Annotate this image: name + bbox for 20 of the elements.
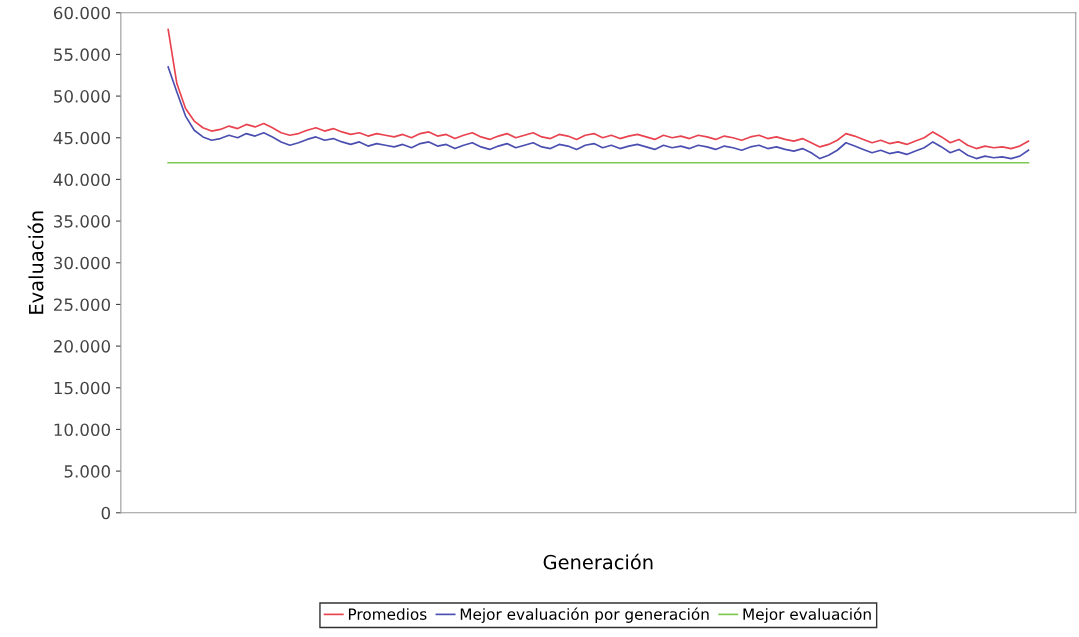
line-series (167, 28, 1030, 150)
legend-label: Promedios (348, 608, 427, 620)
y-tick-label: 15.000 (54, 381, 111, 395)
legend-label: Mejor evaluación por generación (460, 607, 709, 623)
y-tick-label: 30.000 (54, 256, 111, 270)
y-axis-title: Evaluación (27, 211, 44, 314)
line-series (167, 66, 1030, 160)
y-tick-label: 40.000 (53, 173, 111, 186)
legend-label: Mejor evaluación (743, 607, 871, 623)
y-tick-label: 60.000 (53, 6, 111, 20)
y-tick-label: 55.000 (54, 48, 111, 61)
y-tick-label: 25.000 (54, 298, 111, 311)
y-tick-label: 45.000 (53, 131, 111, 145)
y-tick-label: 20.000 (54, 340, 111, 353)
y-tick-label: 0 (101, 506, 111, 520)
x-axis-title: Generación (543, 553, 653, 570)
y-tick-label: 5.000 (64, 465, 111, 478)
y-tick-label: 50.000 (54, 90, 111, 103)
y-tick-label: 10.000 (54, 423, 111, 437)
y-tick-label: 35.000 (54, 215, 111, 228)
